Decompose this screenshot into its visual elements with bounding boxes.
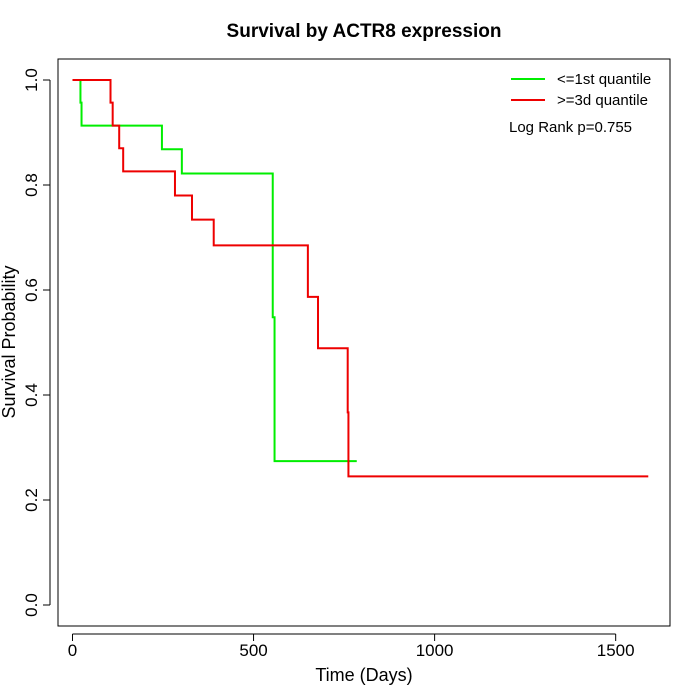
x-axis-label: Time (Days): [315, 665, 412, 685]
x-tick-label: 500: [239, 641, 267, 660]
y-tick-label: 0.0: [22, 593, 41, 617]
survival-curve-1: [72, 79, 357, 463]
chart-title: Survival by ACTR8 expression: [227, 21, 502, 42]
x-tick-label: 0: [68, 641, 77, 660]
x-tick-label: 1000: [416, 641, 454, 660]
x-axis: 0 500 1000 1500: [68, 633, 635, 660]
y-axis: 0.0 0.2 0.4 0.6 0.8 1.0: [22, 68, 51, 617]
y-tick-label: 0.8: [22, 173, 41, 197]
y-axis-label: Survival Probability: [0, 265, 19, 418]
x-tick-label: 1500: [597, 641, 635, 660]
legend-label: <=1st quantile: [557, 71, 651, 88]
y-tick-label: 0.4: [22, 383, 41, 407]
survival-curve-2: [72, 79, 649, 478]
plot-frame: [57, 58, 671, 627]
legend-label: >=3d quantile: [557, 92, 648, 109]
y-tick-label: 1.0: [22, 68, 41, 92]
legend: <=1st quantile >=3d quantile: [511, 71, 651, 109]
y-tick-label: 0.2: [22, 488, 41, 512]
series-layer: [72, 79, 649, 478]
y-tick-label: 0.6: [22, 278, 41, 302]
log-rank-annotation: Log Rank p=0.755: [509, 119, 632, 136]
